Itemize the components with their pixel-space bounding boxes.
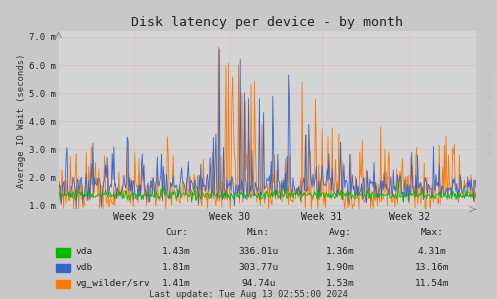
Text: 13.16m: 13.16m <box>415 263 450 272</box>
Text: 1.41m: 1.41m <box>162 279 191 288</box>
Text: 336.01u: 336.01u <box>239 247 278 256</box>
Text: RRDTOOL / TOBI OETIKER: RRDTOOL / TOBI OETIKER <box>489 72 494 155</box>
Text: Min:: Min: <box>247 228 270 237</box>
Text: Avg:: Avg: <box>329 228 352 237</box>
Text: Cur:: Cur: <box>165 228 188 237</box>
Text: 1.90m: 1.90m <box>326 263 355 272</box>
Text: 303.77u: 303.77u <box>239 263 278 272</box>
Text: 94.74u: 94.74u <box>241 279 276 288</box>
Text: 11.54m: 11.54m <box>415 279 450 288</box>
Text: 1.81m: 1.81m <box>162 263 191 272</box>
Text: vdb: vdb <box>75 263 92 272</box>
Text: 1.53m: 1.53m <box>326 279 355 288</box>
Text: vda: vda <box>75 247 92 256</box>
Text: 4.31m: 4.31m <box>418 247 447 256</box>
Y-axis label: Average IO Wait (seconds): Average IO Wait (seconds) <box>17 53 26 187</box>
Text: Max:: Max: <box>421 228 444 237</box>
Text: vg_wilder/srv: vg_wilder/srv <box>75 279 150 288</box>
Text: Last update: Tue Aug 13 02:55:00 2024: Last update: Tue Aug 13 02:55:00 2024 <box>149 290 348 299</box>
Title: Disk latency per device - by month: Disk latency per device - by month <box>131 16 404 29</box>
Text: 1.36m: 1.36m <box>326 247 355 256</box>
Text: 1.43m: 1.43m <box>162 247 191 256</box>
